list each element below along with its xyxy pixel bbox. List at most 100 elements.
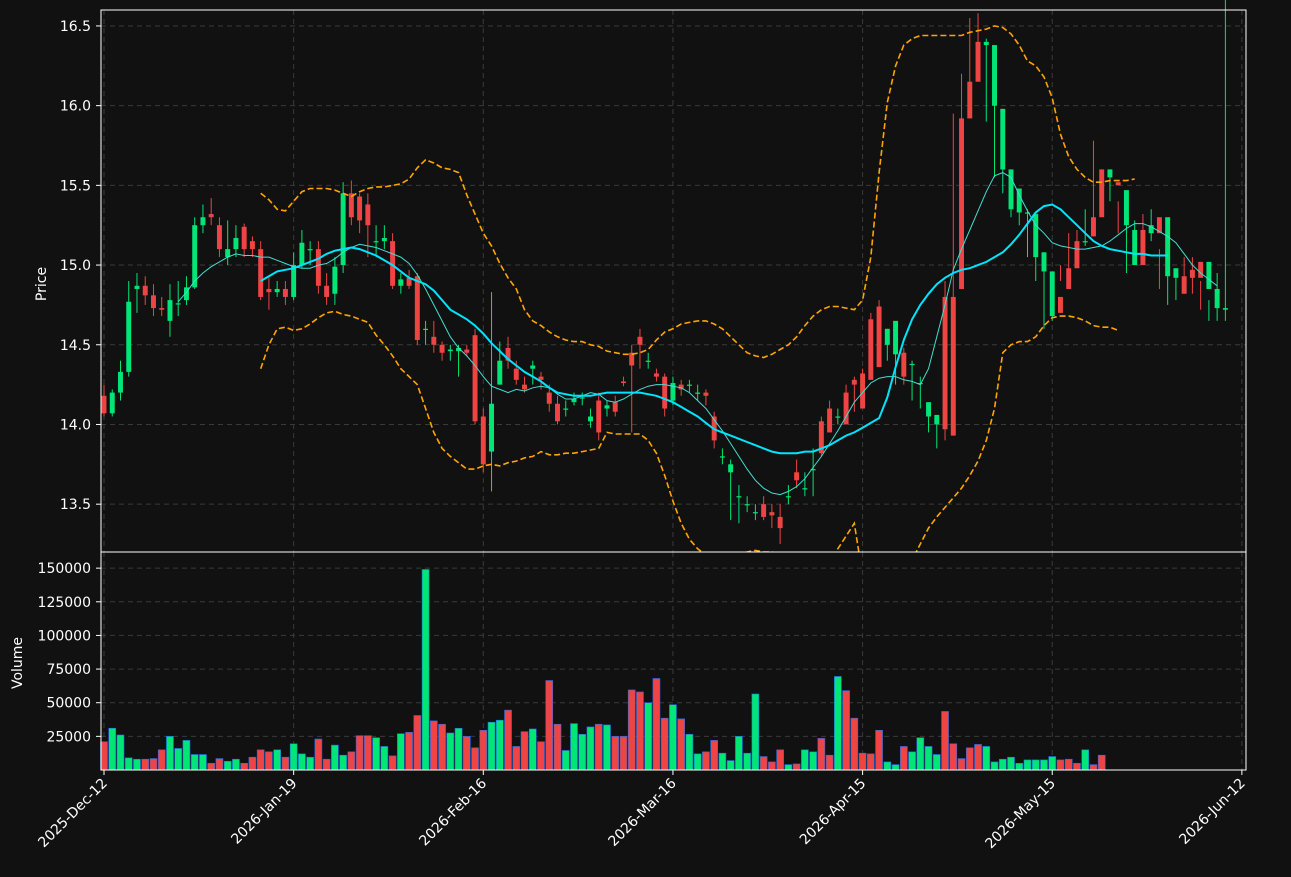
volume-bar — [578, 734, 587, 771]
candle-body — [431, 336, 437, 345]
volume-tick-label: 125000 — [38, 595, 91, 611]
candle-body — [546, 392, 552, 404]
volume-bar — [1048, 756, 1057, 771]
volume-grid — [101, 567, 1246, 737]
candle-body — [233, 237, 239, 250]
candle-body — [794, 472, 800, 481]
volume-bar — [141, 758, 150, 771]
candle-body — [860, 373, 866, 409]
candle-body — [1066, 268, 1072, 289]
volume-bar — [380, 746, 389, 771]
candle-body — [324, 285, 330, 297]
candle-body — [225, 249, 231, 258]
candle-body — [480, 416, 486, 465]
volume-bar — [1007, 756, 1015, 771]
volume-bar — [1031, 759, 1040, 771]
volume-bar — [693, 753, 702, 771]
volume-bar — [677, 718, 685, 771]
volume-bar — [982, 746, 991, 771]
candle-body — [307, 249, 313, 251]
candle-body — [373, 241, 379, 243]
volume-bar — [974, 744, 982, 771]
candle-body — [719, 456, 725, 458]
volume-bar — [669, 704, 677, 771]
volume-bar — [965, 747, 974, 771]
candle-body — [1090, 217, 1096, 237]
candle-body — [785, 496, 791, 498]
candle-body — [678, 384, 684, 390]
volume-bar — [372, 737, 380, 771]
volume-tick-label: 25000 — [46, 729, 91, 745]
volume-bar — [314, 738, 323, 771]
candle-body — [1107, 169, 1113, 178]
volume-bar — [397, 733, 405, 771]
candle-body — [530, 365, 536, 369]
candle-body — [398, 279, 404, 286]
volume-bar — [462, 736, 471, 771]
candle-body — [975, 41, 981, 82]
volume-bar — [116, 734, 125, 771]
volume-bar — [512, 746, 521, 771]
volume-bar — [627, 689, 636, 771]
candle-body — [1148, 225, 1154, 234]
volume-bar — [1073, 762, 1081, 771]
candle-body — [761, 504, 767, 517]
candle-body — [456, 347, 462, 352]
volume-bar — [998, 758, 1007, 771]
candle-body — [588, 416, 593, 422]
candle-body — [1115, 182, 1121, 186]
candle-body — [942, 296, 948, 430]
candle-body — [555, 403, 560, 422]
candle-body — [381, 237, 387, 242]
candle-body — [332, 266, 338, 294]
candle-body — [159, 308, 165, 310]
volume-bar — [182, 740, 191, 771]
candle-body — [241, 226, 247, 250]
volume-bar — [586, 726, 595, 771]
price-axis: 13.5 14.0 14.5 15.0 15.5 16.0 16.5 — [60, 19, 101, 513]
candle-body — [901, 352, 907, 377]
volume-bar — [364, 735, 372, 771]
volume-bar — [1023, 759, 1032, 771]
candle-body — [1173, 268, 1179, 278]
candle-body — [538, 376, 544, 380]
volume-bar — [916, 737, 925, 771]
candle-body — [348, 193, 354, 218]
volume-bar — [471, 747, 479, 771]
candle-body — [934, 414, 940, 425]
volume-bar — [660, 717, 669, 771]
volume-bar — [941, 711, 949, 771]
volume-bar — [388, 755, 397, 771]
volume-bar — [1040, 759, 1048, 771]
volume-bar — [520, 731, 529, 771]
candle-body — [266, 288, 272, 293]
candle-body — [101, 395, 107, 414]
candle-body — [810, 469, 816, 471]
volume-bar — [949, 743, 958, 771]
volume-bar — [487, 721, 496, 771]
volume-bar — [166, 736, 174, 771]
volume-bar — [759, 756, 768, 771]
volume-bar — [537, 741, 545, 771]
volume-bar — [430, 720, 438, 771]
volume-tick-label: 100000 — [38, 628, 91, 644]
candle-body — [249, 241, 255, 250]
volume-bar — [100, 741, 108, 771]
candle-body — [728, 464, 734, 473]
candle-body — [629, 352, 635, 366]
volume-bar — [405, 732, 413, 771]
volume-bar — [652, 678, 661, 771]
candle-body — [670, 383, 676, 401]
candle-body — [950, 296, 956, 436]
candle-body — [1058, 296, 1063, 313]
volume-bar — [504, 709, 512, 771]
candle-body — [489, 403, 495, 452]
candle-body — [216, 225, 222, 250]
volume-tick-label: 150000 — [38, 561, 91, 577]
volume-bars — [100, 569, 1106, 771]
candle-body — [1074, 241, 1080, 269]
candle-body — [1099, 169, 1105, 218]
volume-bar — [792, 763, 801, 771]
candle-body — [1198, 261, 1204, 278]
